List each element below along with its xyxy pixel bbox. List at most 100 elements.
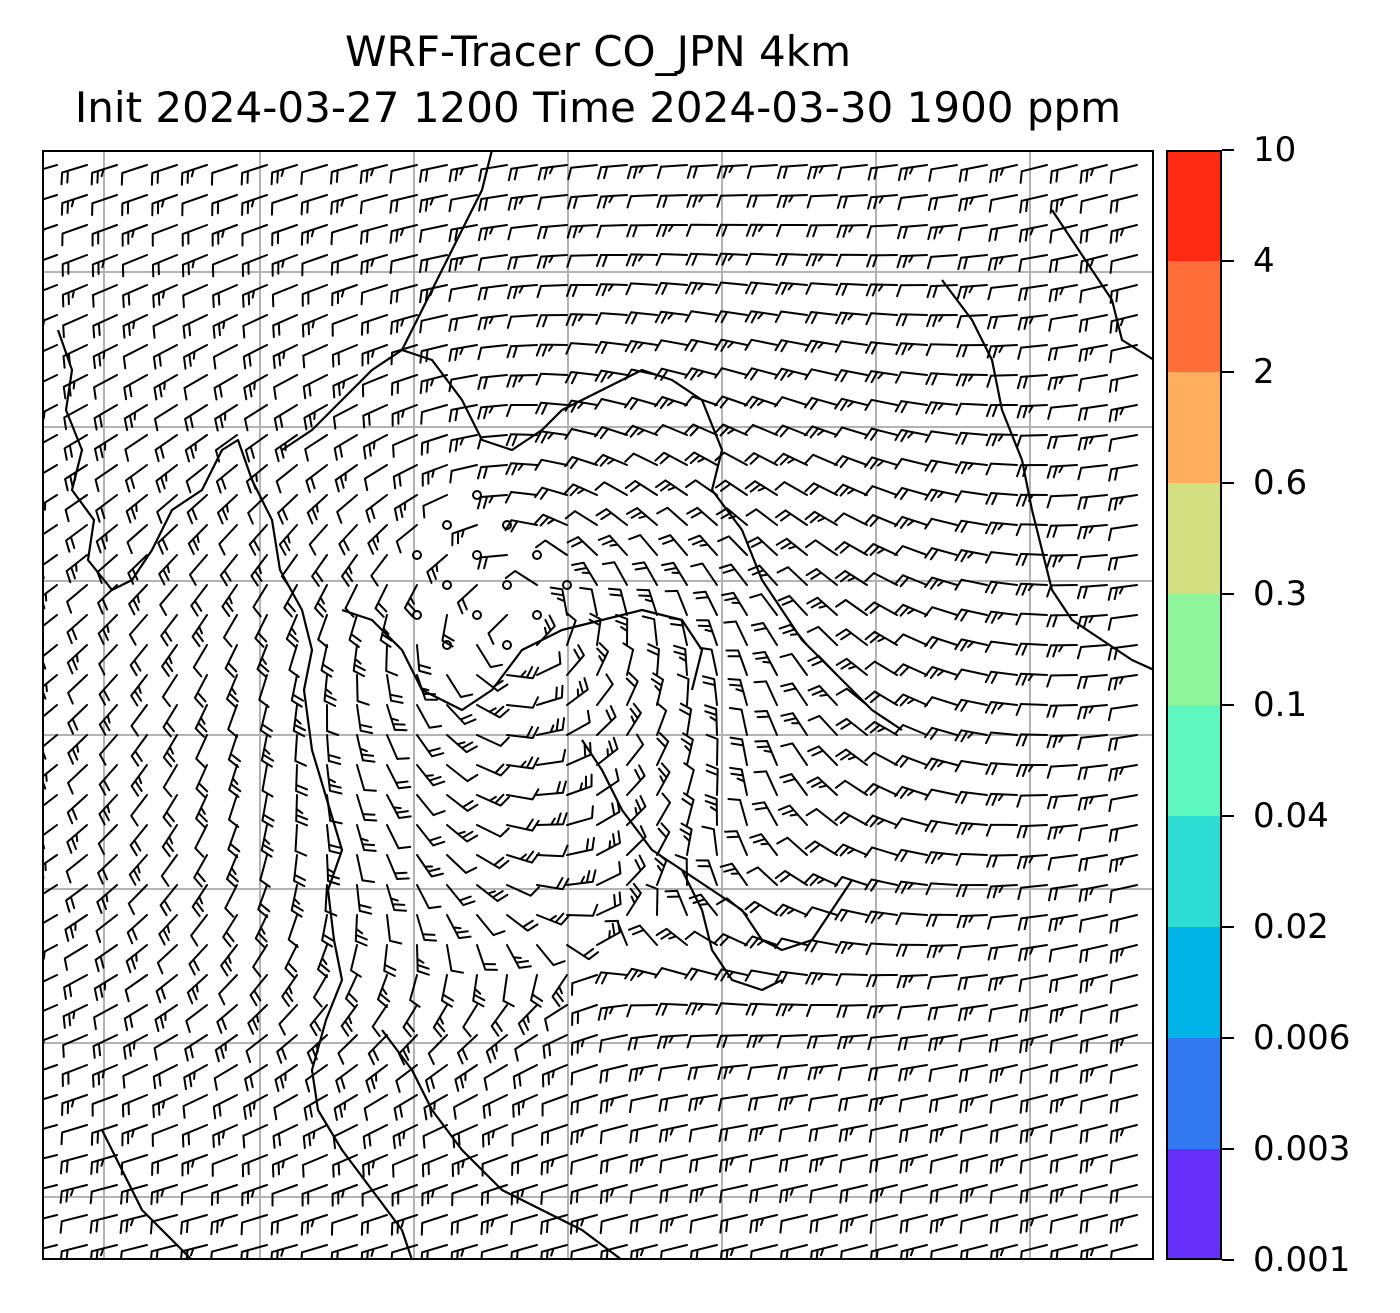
wind-barb — [190, 914, 208, 947]
wind-barb — [774, 903, 808, 917]
wind-barb — [365, 1064, 388, 1093]
wind-barb — [596, 194, 628, 209]
wind-barb — [361, 1184, 388, 1207]
wind-barb — [416, 854, 444, 878]
wind-barb — [274, 434, 298, 463]
wind-barb — [867, 194, 898, 210]
calm-wind-circle — [412, 550, 422, 560]
wind-barb — [1019, 1034, 1048, 1054]
wind-barb — [807, 1064, 838, 1081]
wind-barb — [356, 794, 378, 822]
wind-barb — [804, 311, 838, 325]
wind-barb — [988, 1004, 1018, 1023]
wind-barb — [689, 1154, 718, 1174]
wind-barb — [42, 914, 58, 938]
wind-barb — [565, 342, 598, 355]
wind-barb — [421, 1154, 448, 1178]
wind-barb — [129, 824, 148, 857]
wind-barb — [386, 914, 403, 945]
colorbar-tick — [1222, 371, 1234, 373]
wind-barb — [566, 536, 598, 556]
wind-barb — [894, 754, 928, 768]
wind-barb — [352, 644, 366, 678]
wind-barb — [128, 614, 148, 646]
calm-wind-circle — [472, 550, 482, 560]
wind-barb — [715, 223, 748, 237]
wind-barb — [729, 766, 748, 796]
wind-barb — [1046, 644, 1078, 658]
wind-barb — [361, 374, 388, 398]
wind-barb — [391, 374, 418, 396]
wind-barb — [160, 614, 178, 647]
wind-barb — [151, 1154, 178, 1176]
wind-barb — [718, 563, 748, 586]
wind-barb — [1019, 1124, 1048, 1144]
colorbar-tick — [1222, 815, 1234, 817]
wind-barb — [689, 1184, 718, 1204]
wind-barb — [354, 914, 368, 947]
wind-barb — [656, 792, 671, 826]
wind-barb — [654, 451, 688, 466]
wind-barb — [958, 194, 988, 212]
wind-barb — [629, 1184, 658, 1204]
wind-barb — [448, 344, 478, 362]
wind-barb — [895, 371, 928, 384]
wind-barb — [924, 788, 958, 801]
wind-barb — [243, 1094, 268, 1120]
wind-barb — [714, 479, 748, 496]
wind-barb — [245, 464, 268, 494]
wind-barb — [256, 644, 270, 678]
wind-barb — [866, 1004, 898, 1019]
wind-barb — [753, 770, 778, 796]
wind-barb — [477, 464, 508, 480]
wind-barb — [128, 854, 148, 886]
wind-barb — [1109, 1244, 1138, 1260]
wind-barb — [599, 1064, 628, 1084]
wind-barb — [1109, 884, 1138, 904]
wind-barb — [989, 1244, 1018, 1260]
wind-barb — [701, 825, 718, 856]
colorbar-tick-label: 0.3 — [1253, 574, 1308, 614]
wind-barb — [717, 535, 748, 556]
wind-barb — [224, 644, 238, 678]
wind-barb — [837, 1034, 868, 1050]
wind-barb — [446, 704, 477, 725]
wind-barb — [685, 223, 718, 237]
wind-barb — [628, 534, 658, 556]
wind-barb — [566, 805, 594, 826]
wind-barb — [534, 458, 568, 471]
wind-barb — [260, 824, 274, 858]
wind-barb — [805, 539, 838, 556]
wind-barb — [293, 854, 307, 888]
wind-barb — [571, 974, 598, 996]
wind-barb — [869, 1154, 898, 1174]
wind-barb — [987, 314, 1018, 330]
wind-barb — [1079, 1094, 1108, 1114]
wind-barb — [594, 369, 628, 383]
colorbar-tick — [1222, 704, 1234, 706]
wind-barb — [954, 578, 988, 591]
wind-barb — [1015, 642, 1048, 656]
wind-barb — [66, 794, 88, 825]
wind-barb — [894, 724, 928, 736]
wind-barb — [807, 714, 838, 736]
wind-barb — [1018, 284, 1048, 302]
wind-barb — [1016, 404, 1048, 419]
wind-barb — [98, 674, 118, 706]
wind-barb — [476, 944, 498, 971]
wind-barb — [217, 494, 238, 525]
wind-barb — [626, 164, 658, 180]
wind-barb — [1109, 164, 1138, 184]
wind-barb — [984, 580, 1018, 594]
wind-barb — [1079, 194, 1108, 214]
wind-barb — [864, 427, 898, 441]
wind-barb — [806, 194, 838, 209]
wind-barb — [1019, 1214, 1048, 1234]
wind-barb — [448, 434, 478, 453]
wind-barb — [512, 1094, 538, 1118]
wind-barb — [247, 494, 268, 525]
wind-barb — [504, 570, 538, 586]
wind-barb — [300, 1214, 328, 1236]
wind-barb — [626, 194, 658, 209]
wind-barb — [42, 164, 58, 171]
